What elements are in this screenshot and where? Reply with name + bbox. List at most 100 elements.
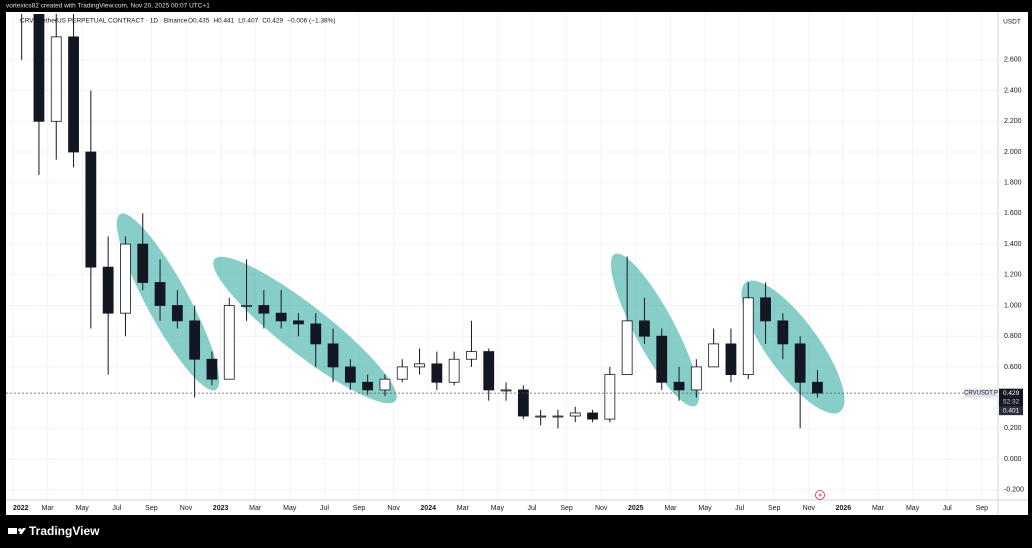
candle-body — [171, 305, 183, 322]
x-tick-label: Mar — [249, 505, 262, 512]
candle-body — [760, 297, 771, 322]
symbol-label: CRVUSDT.P — [964, 391, 998, 397]
candle-body — [569, 412, 581, 417]
candle-body — [50, 36, 62, 122]
candle-body — [137, 243, 149, 283]
symbol-label-box — [965, 388, 997, 398]
ohlc-value: −0.006 (−1.38%) — [287, 18, 335, 25]
candle-body — [33, 14, 45, 122]
logo-mark — [18, 528, 22, 532]
candle-body — [448, 358, 460, 383]
x-tick-label: 2026 — [836, 505, 852, 512]
ohlc-legend: O0.435 H0.441 L0.407 C0.429 −0.006 (−1.38%) — [188, 18, 336, 25]
countdown: 52:32 — [1003, 398, 1020, 405]
x-tick-label: Sep — [768, 505, 781, 512]
last-price-box — [999, 388, 1023, 407]
highlight-ellipse — [610, 253, 700, 407]
candle-body — [241, 305, 252, 307]
candle-body — [120, 243, 131, 314]
chart-panel — [6, 12, 1028, 515]
x-tick-label: Jul — [320, 505, 329, 512]
candle-body — [535, 415, 547, 418]
y-tick-label: 2.400 — [1004, 87, 1022, 94]
ohlc-value: O0.435 — [188, 18, 210, 25]
y-tick-label: 0.000 — [1004, 456, 1022, 463]
low-marker-label: 0.401 — [1003, 407, 1020, 414]
x-tick-label: Nov — [803, 505, 816, 512]
y-tick-label: 1.000 — [1004, 302, 1022, 309]
candle-body — [68, 36, 79, 153]
candle-body — [379, 378, 391, 391]
x-tick-label: Nov — [387, 505, 400, 512]
candle-body — [587, 412, 598, 420]
y-tick-label: 1.400 — [1004, 241, 1022, 248]
chart-title: CRV / TetherUS PERPETUAL CONTRACT · 1D ·… — [20, 18, 188, 25]
x-tick-label: 2024 — [420, 505, 436, 512]
candle-body — [396, 366, 408, 380]
x-tick-label: Sep — [353, 505, 366, 512]
candle-body — [517, 389, 529, 417]
currency: USDT — [1003, 19, 1021, 26]
candle-body — [500, 389, 512, 392]
candle-body — [794, 343, 806, 383]
candle-body — [639, 320, 650, 337]
candle-body — [742, 297, 754, 375]
credit: vortexics82 created with TradingView.com… — [6, 3, 210, 10]
y-tick-label: 2.600 — [1004, 57, 1022, 64]
candle-body — [708, 343, 720, 368]
candle-body — [414, 363, 425, 368]
candle-body — [431, 363, 443, 383]
x-tick-label: 2023 — [213, 505, 229, 512]
candle-body — [552, 415, 564, 418]
y-tick-label: 0.800 — [1004, 333, 1022, 340]
candle-body — [206, 358, 218, 380]
ohlc-value: H0.441 — [213, 18, 234, 25]
candle-body — [102, 266, 114, 314]
logo-mark — [19, 528, 26, 534]
x-tick-label: Jul — [112, 505, 121, 512]
candle-body — [344, 366, 356, 383]
x-tick-label: Jul — [943, 505, 952, 512]
x-tick-label: May — [698, 505, 712, 512]
candle-body — [223, 305, 235, 380]
y-tick-label: 1.600 — [1004, 210, 1022, 217]
x-tick-label: Mar — [42, 505, 55, 512]
candle-body — [85, 151, 97, 268]
x-tick-label: Nov — [595, 505, 608, 512]
x-tick-label: May — [76, 505, 90, 512]
candle-body — [673, 381, 685, 391]
candle-body — [327, 343, 339, 368]
x-tick-label: Sep — [976, 505, 989, 512]
candles — [21, 14, 823, 429]
brand: TradingView — [29, 524, 100, 538]
y-tick-label: 2.200 — [1004, 118, 1022, 125]
x-tick-label: May — [491, 505, 505, 512]
x-tick-label: May — [283, 505, 297, 512]
x-tick-label: Sep — [560, 505, 573, 512]
x-tick-label: Jul — [735, 505, 744, 512]
x-tick-label: Sep — [145, 505, 158, 512]
candle-body — [604, 374, 616, 420]
y-tick-label: 2.000 — [1004, 149, 1022, 156]
logo — [8, 528, 26, 534]
y-tick-label: 0.200 — [1004, 425, 1022, 432]
ohlc-value: C0.429 — [262, 18, 283, 25]
event-icon-bolt — [818, 492, 822, 498]
y-tick-label: -0.200 — [1004, 487, 1024, 494]
candle-body — [310, 323, 322, 345]
candle-body — [621, 320, 633, 375]
candle-body — [293, 320, 304, 325]
candle-body — [466, 351, 477, 360]
x-tick-label: Mar — [457, 505, 470, 512]
candle-body — [725, 343, 737, 375]
x-tick-label: Mar — [664, 505, 677, 512]
candle-body — [154, 282, 166, 306]
last-price-label: 0.429 — [1003, 390, 1020, 397]
candle-body — [483, 351, 495, 391]
x-tick-label: Jul — [528, 505, 537, 512]
y-tick-label: 1.200 — [1004, 272, 1022, 279]
x-tick-label: May — [906, 505, 920, 512]
y-tick-label: 0.600 — [1004, 364, 1022, 371]
